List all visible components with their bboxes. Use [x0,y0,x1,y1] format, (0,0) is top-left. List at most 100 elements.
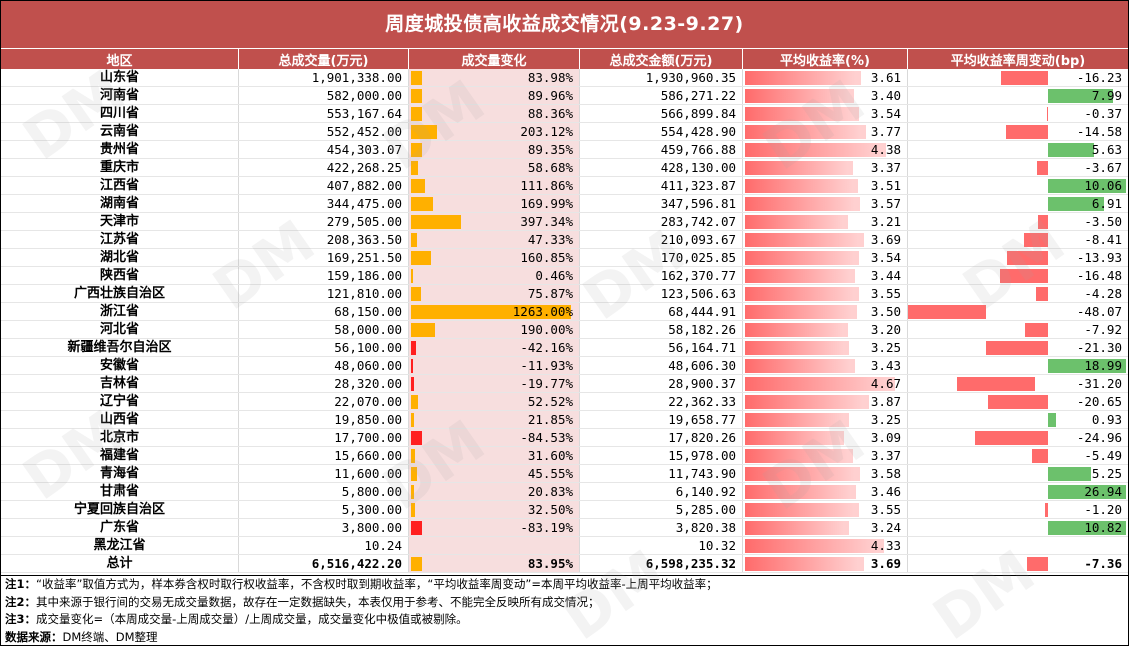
header-region: 地区 [1,49,239,69]
region-cell: 黑龙江省 [1,537,239,554]
avg-yield-bar [745,89,855,103]
yield-change-value: -3.50 [1084,214,1122,229]
note-3: 注3：成交量变化=（本周成交量-上周成交量）/上周成交量，成交量变化中极值或被剔… [5,611,1128,629]
yield-change-bar [1048,485,1126,499]
yield-change-value: 5.63 [1091,142,1122,157]
table-row: 湖北省 169,251.50 160.85% 170,025.85 3.54 -13.93 [1,249,1128,267]
volume-change-value: -19.77% [520,376,573,391]
avg-yield-value: 3.43 [870,358,901,373]
header-yield-change: 平均收益率周变动(bp) [950,53,1086,69]
amount-cell: 17,820.26 [580,429,743,446]
volume-change-cell: 20.83% [409,483,580,500]
yield-change-cell: -14.58 [908,123,1128,140]
volume-cell: 11,600.00 [239,465,409,482]
avg-yield-bar [745,233,864,247]
amount-cell: 566,899.84 [580,105,743,122]
volume-change-value: 89.35% [527,142,573,157]
table-row: 江苏省 208,363.50 47.33% 210,093.67 3.69 -8.41 [1,231,1128,249]
amount-cell: 170,025.85 [580,249,743,266]
volume-change-cell: 83.95% [409,555,580,572]
yield-change-bar [1026,557,1048,571]
avg-yield-value: 3.55 [870,502,901,517]
avg-yield-cell: 3.25 [743,411,908,428]
yield-change-value: 10.06 [1084,178,1122,193]
yield-change-value: -20.65 [1076,394,1122,409]
avg-yield-value: 4.67 [870,376,901,391]
note-2-label: 注2： [5,594,37,609]
table-row: 河北省 58,000.00 190.00% 58,182.26 3.20 -7.92 [1,321,1128,339]
region-cell: 河南省 [1,87,239,104]
table-row: 山西省 19,850.00 21.85% 19,658.77 3.25 0.93 [1,411,1128,429]
yield-change-cell: -31.20 [908,375,1128,392]
region-cell: 浙江省 [1,303,239,320]
avg-yield-cell: 4.38 [743,141,908,158]
volume-change-bar [411,485,414,499]
avg-yield-value: 3.54 [870,250,901,265]
yield-change-bar [1032,449,1048,463]
avg-yield-value: 3.37 [870,448,901,463]
amount-cell: 48,606.30 [580,357,743,374]
yield-change-bar [1037,161,1048,175]
volume-change-bar [411,89,423,103]
yield-change-cell: 18.99 [908,357,1128,374]
table-header: 地区 总成交量(万元) 成交量变化 总成交金额(万元) 平均收益率(%) 平均收… [1,48,1128,69]
region-cell: 广西壮族自治区 [1,285,239,302]
yield-change-cell: -24.96 [908,429,1128,446]
yield-change-bar [985,341,1048,355]
yield-change-bar [1044,503,1048,517]
volume-cell: 169,251.50 [239,249,409,266]
yield-change-bar [975,431,1048,445]
region-cell: 云南省 [1,123,239,140]
avg-yield-bar [745,431,845,445]
avg-yield-bar [745,215,849,229]
header-amount: 总成交金额(万元) [580,49,743,69]
volume-cell: 5,300.00 [239,501,409,518]
avg-yield-value: 3.40 [870,88,901,103]
region-cell: 安徽省 [1,357,239,374]
table-row: 辽宁省 22,070.00 52.52% 22,362.33 3.87 -20.65 [1,393,1128,411]
volume-change-cell: 47.33% [409,231,580,248]
avg-yield-cell: 3.55 [743,501,908,518]
avg-yield-cell: 3.20 [743,321,908,338]
region-cell: 四川省 [1,105,239,122]
volume-change-value: 0.46% [535,268,573,283]
volume-change-bar [411,215,462,229]
yield-change-bar [1000,269,1048,283]
yield-change-cell: 10.06 [908,177,1128,194]
volume-change-value: 203.12% [520,124,573,139]
yield-change-cell: 5.63 [908,141,1128,158]
volume-change-value: 89.96% [527,88,573,103]
avg-yield-value: 3.77 [870,124,901,139]
yield-change-cell: -4.28 [908,285,1128,302]
total-row: 总计 6,516,422.20 83.95% 6,598,235.32 3.69 -7.3… [1,555,1128,573]
avg-yield-value: 3.57 [870,196,901,211]
amount-cell: 15,978.00 [580,447,743,464]
volume-cell: 422,268.25 [239,159,409,176]
data-source-text: DM终端、DM整理 [62,629,158,644]
table-row: 黑龙江省 10.24 10.32 4.33 [1,537,1128,555]
volume-change-bar [411,287,421,301]
volume-change-cell: 83.98% [409,69,580,86]
avg-yield-bar [745,503,860,517]
volume-change-value: 21.85% [527,412,573,427]
volume-change-bar [411,233,417,247]
volume-change-value: -42.16% [520,340,573,355]
volume-change-value: 88.36% [527,106,573,121]
amount-cell: 411,323.87 [580,177,743,194]
amount-cell: 56,164.71 [580,339,743,356]
header-volume-change: 成交量变化 [409,49,580,69]
yield-change-value: -7.92 [1084,322,1122,337]
volume-cell: 17,700.00 [239,429,409,446]
volume-cell: 1,901,338.00 [239,69,409,86]
data-source: 数据来源：DM终端、DM整理 [5,629,1128,646]
volume-change-value: 160.85% [520,250,573,265]
avg-yield-cell: 3.55 [743,285,908,302]
volume-change-cell: -83.19% [409,519,580,536]
volume-change-cell: 0.46% [409,267,580,284]
yield-change-cell: -3.50 [908,213,1128,230]
yield-change-bar [1007,251,1048,265]
yield-change-bar [1048,521,1126,535]
avg-yield-bar [745,197,860,211]
avg-yield-bar [745,107,859,121]
volume-change-value: -84.53% [520,430,573,445]
